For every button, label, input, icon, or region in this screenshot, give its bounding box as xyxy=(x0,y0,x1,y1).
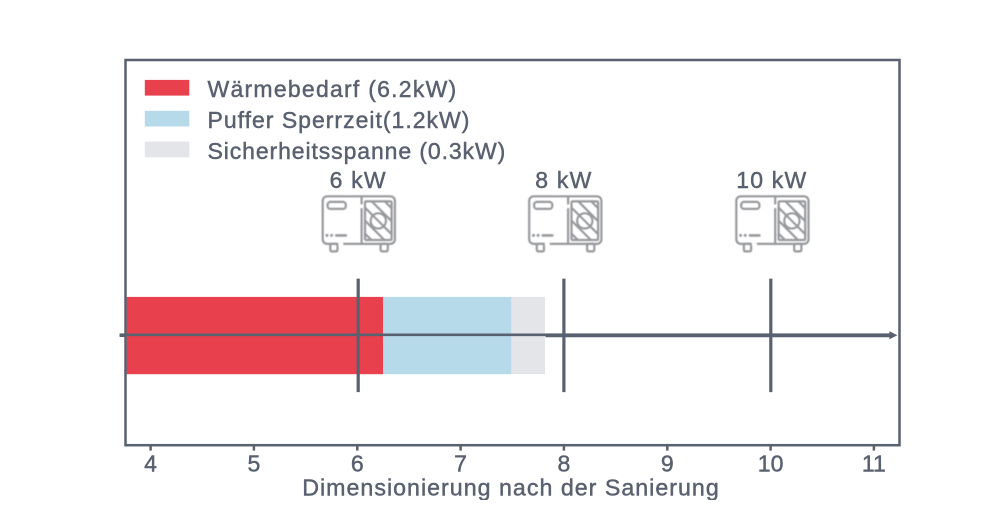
svg-text:Puffer Sperrzeit(1.2kW): Puffer Sperrzeit(1.2kW) xyxy=(208,107,471,133)
svg-text:9: 9 xyxy=(661,451,674,477)
svg-text:11: 11 xyxy=(862,451,886,477)
svg-text:7: 7 xyxy=(454,451,467,477)
svg-text:4: 4 xyxy=(144,451,157,477)
svg-text:10 kW: 10 kW xyxy=(736,167,807,193)
svg-text:6 kW: 6 kW xyxy=(330,167,387,193)
svg-text:Wärmebedarf (6.2kW): Wärmebedarf (6.2kW) xyxy=(208,76,458,102)
svg-text:Dimensionierung nach der Sanie: Dimensionierung nach der Sanierung xyxy=(302,475,720,501)
svg-text:8 kW: 8 kW xyxy=(535,167,592,193)
svg-text:10: 10 xyxy=(758,451,784,477)
svg-text:6: 6 xyxy=(351,451,364,477)
svg-text:5: 5 xyxy=(247,451,260,477)
svg-text:8: 8 xyxy=(557,451,570,477)
svg-text:Sicherheitsspanne (0.3kW): Sicherheitsspanne (0.3kW) xyxy=(208,138,507,164)
